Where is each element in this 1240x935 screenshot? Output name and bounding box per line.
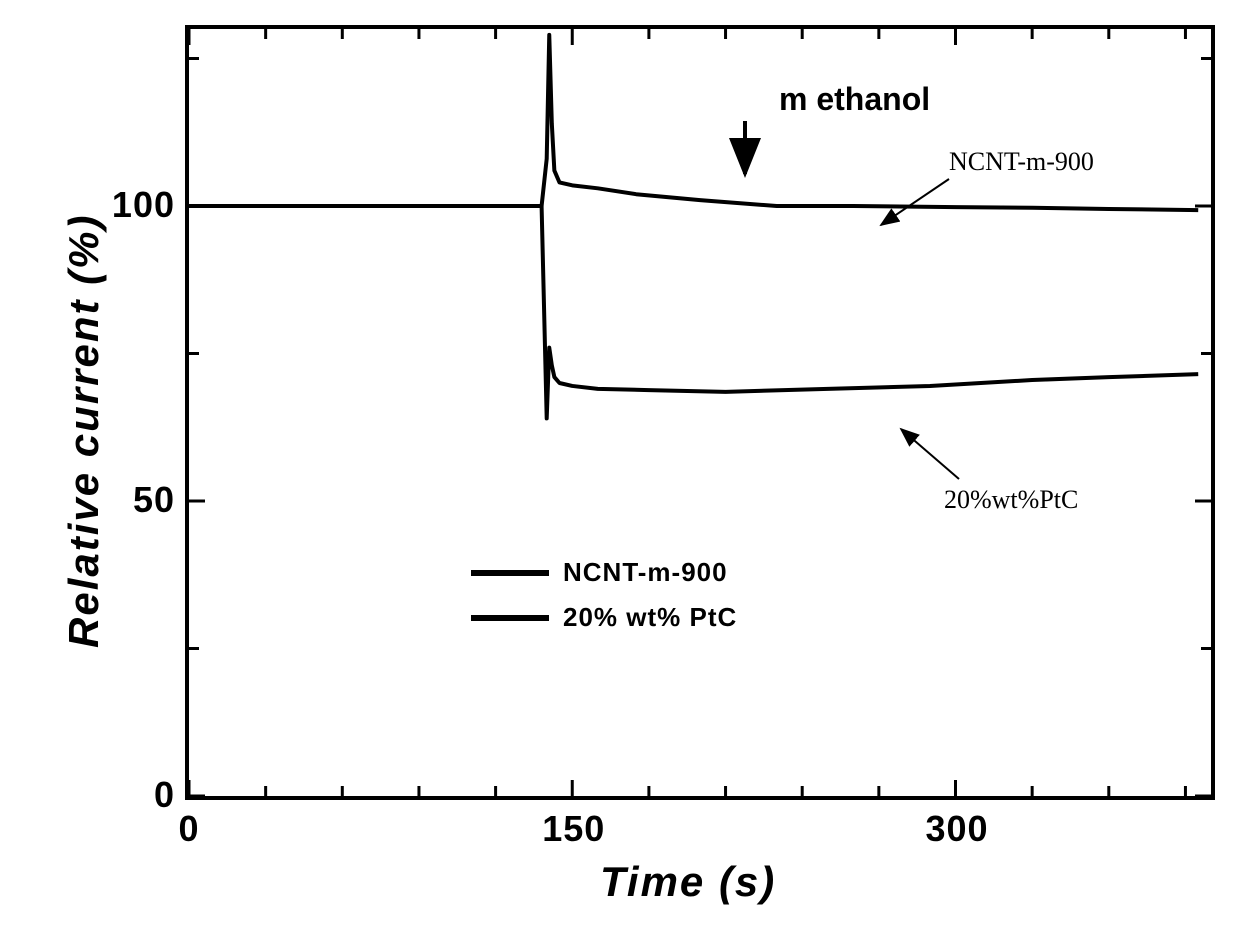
legend-label: 20% wt% PtC: [563, 602, 737, 633]
series-line: [189, 206, 1198, 418]
plot-svg: [189, 29, 1211, 796]
x-axis-label-text: Time (s): [600, 858, 776, 905]
annotation-methanol-text: m ethanol: [779, 81, 930, 117]
x-tick-label: 300: [926, 808, 986, 850]
annotation-ncnt: NCNT-m-900: [949, 147, 1094, 177]
annotation-ptc-text: 20%wt%PtC: [944, 485, 1078, 514]
legend-swatch: [471, 570, 549, 576]
y-tick-label: 0: [154, 774, 175, 816]
x-tick-label: 150: [542, 808, 602, 850]
legend: NCNT-m-900 20% wt% PtC: [471, 557, 737, 647]
legend-swatch: [471, 615, 549, 621]
series-line: [189, 35, 1198, 210]
legend-row: NCNT-m-900: [471, 557, 737, 588]
annotation-ncnt-text: NCNT-m-900: [949, 147, 1094, 176]
plot-area: m ethanol NCNT-m-900 20%wt%PtC NCNT-m-90…: [185, 25, 1215, 800]
y-axis-label: Relative current (%): [60, 213, 108, 647]
y-tick-label: 50: [133, 479, 175, 521]
legend-row: 20% wt% PtC: [471, 602, 737, 633]
annotation-methanol: m ethanol: [779, 81, 930, 118]
x-axis-label: Time (s): [600, 858, 776, 906]
y-tick-label: 100: [112, 184, 175, 226]
y-axis-label-text: Relative current (%): [60, 213, 107, 647]
annotation-ptc: 20%wt%PtC: [944, 485, 1078, 515]
legend-label: NCNT-m-900: [563, 557, 728, 588]
figure-root: m ethanol NCNT-m-900 20%wt%PtC NCNT-m-90…: [0, 0, 1240, 935]
